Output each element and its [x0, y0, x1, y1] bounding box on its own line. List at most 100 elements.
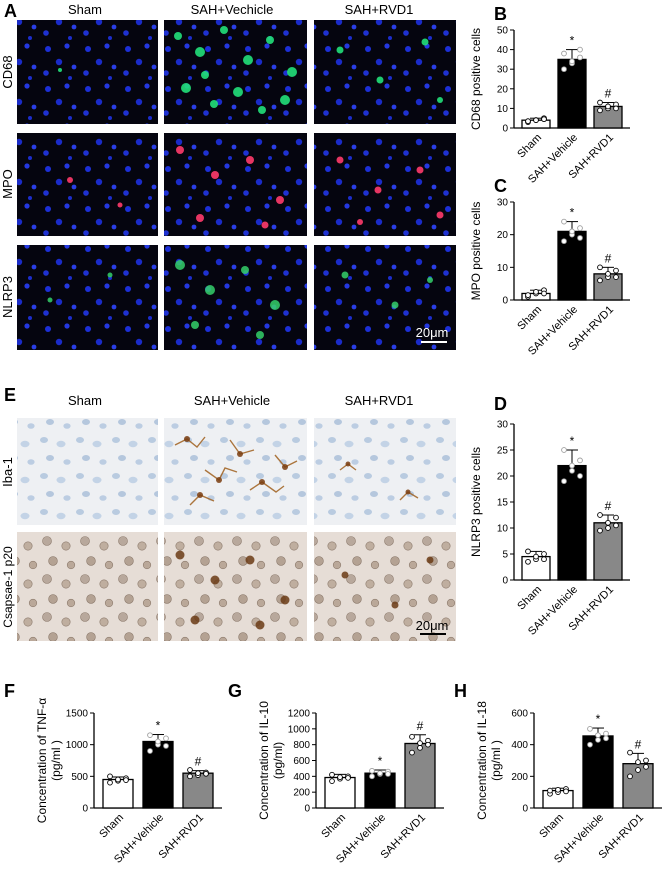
fluorescence-image-grid — [17, 20, 456, 350]
y-tick-label: 600 — [511, 709, 528, 720]
y-tick-label: 30 — [497, 198, 509, 209]
image-cd68-sham — [17, 20, 158, 124]
data-point — [123, 777, 129, 783]
data-point — [613, 105, 619, 112]
significance-mark: * — [156, 719, 161, 733]
data-point — [195, 770, 201, 777]
data-point — [587, 725, 593, 732]
panel-a-column-sham: Sham — [68, 2, 102, 17]
data-point — [577, 457, 583, 464]
data-point — [541, 116, 547, 123]
data-point — [547, 787, 553, 794]
y-axis-label: Concentration of TNF-α — [35, 698, 49, 823]
data-point — [569, 228, 575, 235]
ihc-image-grid — [17, 418, 456, 641]
image-iba1-sham — [17, 418, 158, 525]
data-point — [541, 290, 547, 297]
data-point — [613, 267, 619, 274]
data-point — [605, 103, 611, 110]
panel-letter: C — [494, 176, 507, 196]
data-point — [605, 271, 611, 277]
data-point — [613, 274, 619, 280]
panel-e-row-caspase1: Csapsae-1 p20 — [1, 546, 15, 628]
data-point — [107, 773, 113, 780]
significance-mark: * — [570, 206, 575, 220]
data-point — [595, 737, 601, 743]
data-point — [533, 553, 539, 560]
panel-e-column-vehicle: SAH+Vehicle — [194, 393, 270, 408]
data-point — [577, 225, 583, 231]
y-tick-label: 500 — [71, 772, 88, 783]
bar — [182, 772, 214, 809]
data-point — [541, 556, 547, 563]
data-point — [203, 770, 209, 777]
category-label: Sham — [97, 812, 126, 841]
y-axis-label: Concentration of IL-10 — [257, 701, 271, 820]
data-point — [409, 733, 415, 740]
data-point — [597, 277, 603, 284]
data-point — [163, 743, 169, 749]
image-cd68-vehicle — [164, 20, 307, 124]
y-tick-label: 0 — [502, 124, 508, 135]
y-tick-label: 1500 — [66, 709, 89, 720]
data-point — [587, 741, 593, 748]
panel-letter-e: E — [4, 385, 16, 405]
image-mpo-rvd1 — [314, 133, 456, 236]
bar — [364, 772, 396, 809]
data-point — [147, 748, 153, 754]
bar — [582, 735, 614, 809]
data-point — [561, 50, 567, 57]
data-point — [377, 770, 383, 777]
panel-a-scale-bar-label: 20μm — [416, 325, 449, 340]
chart-h-il-18: H 0 200 400 600 Concentration of IL-18 (pg/ml … — [454, 681, 662, 866]
panel-a-column-vehicle: SAH+Vechicle — [191, 2, 274, 17]
image-nlrp3-vehicle — [164, 245, 307, 350]
y-axis-label: CD68 positive cells — [469, 28, 483, 130]
image-nlrp3-sham — [17, 245, 158, 350]
data-point — [187, 767, 193, 773]
data-point — [417, 740, 423, 746]
data-point — [597, 512, 603, 518]
data-point — [577, 46, 583, 53]
data-point — [329, 771, 335, 778]
significance-mark: # — [195, 755, 202, 769]
data-point — [329, 778, 335, 784]
data-point — [561, 447, 567, 453]
data-point — [569, 58, 575, 65]
data-point — [561, 218, 567, 225]
panel-letter: B — [494, 4, 507, 24]
data-point — [525, 292, 531, 298]
significance-mark: # — [417, 719, 424, 733]
y-tick-label: 200 — [293, 788, 310, 799]
data-point — [577, 473, 583, 479]
data-point — [577, 54, 583, 61]
panel-letter: H — [454, 681, 467, 701]
data-point — [409, 749, 415, 756]
data-point — [541, 551, 547, 557]
data-point — [385, 771, 391, 777]
data-point — [525, 548, 531, 555]
data-point — [187, 773, 193, 780]
significance-mark: * — [596, 712, 601, 726]
data-point — [605, 519, 611, 526]
data-point — [613, 522, 619, 529]
data-point — [525, 118, 531, 124]
image-caspase1-rvd1 — [314, 532, 456, 641]
data-point — [613, 514, 619, 521]
category-label: Sham — [537, 812, 566, 841]
chart-g-il-10: G 0 200 400 600 800 1000 1200 Concentration of I… — [228, 681, 444, 866]
y-axis-label: MPO positive cells — [469, 202, 483, 301]
data-point — [635, 759, 641, 765]
data-point — [417, 744, 423, 751]
image-iba1-rvd1 — [314, 418, 456, 525]
category-label: Sham — [319, 812, 348, 841]
y-tick-label: 1000 — [66, 740, 89, 751]
data-point — [597, 99, 603, 106]
y-tick-label: 800 — [293, 740, 310, 751]
significance-mark: # — [635, 737, 642, 751]
data-point — [369, 767, 375, 774]
panel-a-row-mpo: MPO — [0, 169, 15, 199]
y-axis-label: (pg/ml ) — [49, 740, 63, 781]
